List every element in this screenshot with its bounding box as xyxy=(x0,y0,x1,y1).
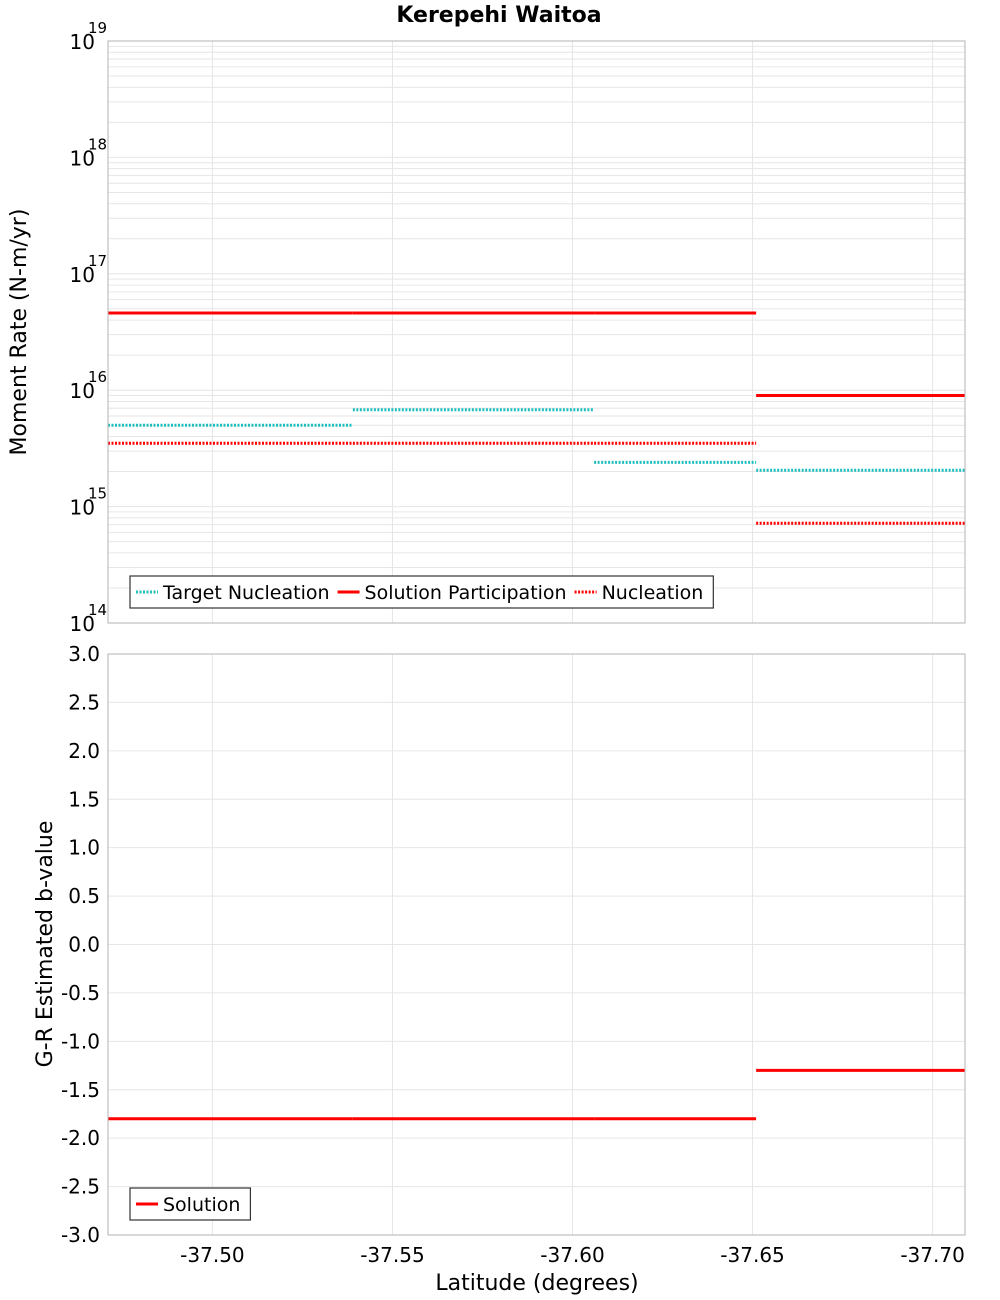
top-y-tick-base: 10 xyxy=(70,263,95,287)
top-legend: Target Nucleation Solution Participation N… xyxy=(129,575,714,609)
bottom-y-tick-label-12: -3.0 xyxy=(61,1223,100,1247)
bottom-y-ticks: 3.0 2.5 2.0 1.5 1.0 0.5 0.0 -0.5 -1.0 -1.5 -2.0 -2.… xyxy=(61,642,100,1247)
bottom-y-tick-label-10: -2.0 xyxy=(61,1126,100,1150)
top-legend-label-1: Solution Participation xyxy=(365,582,567,604)
x-tick-label-0: -37.50 xyxy=(180,1243,244,1267)
bottom-y-tick-label-8: -1.0 xyxy=(61,1029,100,1053)
bottom-y-tick-label-9: -1.5 xyxy=(61,1078,100,1102)
bottom-plot-frame xyxy=(107,653,966,1236)
top-legend-box xyxy=(129,575,714,609)
x-tick-label-1: -37.55 xyxy=(360,1243,424,1267)
top-legend-label-2: Nucleation xyxy=(602,582,704,604)
top-y-tick-base: 10 xyxy=(70,379,95,403)
top-series xyxy=(108,311,965,525)
bottom-legend-label-0: Solution xyxy=(163,1194,240,1216)
top-y-tick-base: 10 xyxy=(70,496,95,520)
top-y-tick-exponent: 16 xyxy=(88,368,107,386)
x-tick-label-2: -37.60 xyxy=(540,1243,604,1267)
top-y-tick-exponent: 15 xyxy=(88,485,107,503)
bottom-grid xyxy=(108,653,965,1236)
bottom-y-tick-label-11: -2.5 xyxy=(61,1175,100,1199)
top-y-tick-base: 10 xyxy=(70,612,95,636)
bottom-y-tick-label-4: 1.0 xyxy=(68,836,100,860)
x-axis-label: Latitude (degrees) xyxy=(435,1271,638,1296)
chart-title: Kerepehi Waitoa xyxy=(396,3,601,28)
bottom-y-tick-label-6: 0.0 xyxy=(68,933,100,957)
top-y-tick-exponent: 14 xyxy=(88,601,107,619)
top-y-tick-exponent: 18 xyxy=(88,135,107,153)
top-y-axis-label: Moment Rate (N-m/yr) xyxy=(7,209,32,456)
top-y-tick-exponent: 17 xyxy=(88,252,107,270)
bottom-y-tick-label-2: 2.0 xyxy=(68,739,100,763)
top-y-tick-base: 10 xyxy=(70,146,95,170)
bottom-y-tick-label-1: 2.5 xyxy=(68,690,100,714)
bottom-y-tick-label-3: 1.5 xyxy=(68,787,100,811)
bottom-y-tick-label-7: -0.5 xyxy=(61,981,100,1005)
x-ticks: -37.50 -37.55 -37.60 -37.65 -37.70 xyxy=(180,1243,965,1267)
top-plot-frame xyxy=(107,40,966,624)
top-y-tick-exponent: 19 xyxy=(88,19,107,37)
x-tick-label-4: -37.70 xyxy=(900,1243,964,1267)
bottom-y-axis-label: G-R Estimated b-value xyxy=(33,821,58,1068)
bottom-y-tick-label-5: 0.5 xyxy=(68,884,100,908)
x-tick-label-3: -37.65 xyxy=(720,1243,784,1267)
bottom-series xyxy=(108,1068,965,1121)
top-grid xyxy=(108,41,965,624)
bottom-legend: Solution xyxy=(129,1187,252,1221)
top-y-tick-base: 10 xyxy=(70,30,95,54)
top-legend-label-0: Target Nucleation xyxy=(162,582,330,604)
bottom-y-tick-label-0: 3.0 xyxy=(68,642,100,666)
